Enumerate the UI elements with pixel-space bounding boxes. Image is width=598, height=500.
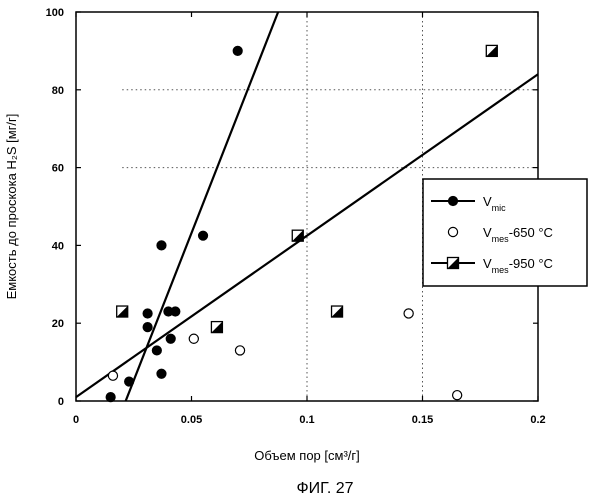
data-point-mes950 (292, 230, 303, 241)
x-tick-label: 0 (73, 414, 79, 426)
y-tick-label: 20 (52, 318, 64, 330)
data-point-mic (106, 393, 115, 402)
data-point-mes650 (453, 391, 462, 400)
x-tick-label: 0.2 (530, 414, 545, 426)
data-point-mes950 (211, 322, 222, 333)
data-point-mes950 (332, 306, 343, 317)
legend: VmicVmes-650 °CVmes-950 °C (423, 179, 587, 286)
legend-marker (448, 196, 457, 205)
data-point-mic (157, 369, 166, 378)
fit-line-mic (126, 12, 278, 401)
data-point-mes650 (235, 346, 244, 355)
y-tick-label: 100 (46, 7, 64, 19)
x-tick-label: 0.1 (299, 414, 314, 426)
y-tick-label: 80 (52, 85, 64, 97)
data-point-mic (171, 307, 180, 316)
data-point-mic (166, 334, 175, 343)
data-point-mes950 (486, 45, 497, 56)
legend-marker (448, 258, 459, 269)
y-tick-label: 60 (52, 163, 64, 175)
data-point-mic (143, 309, 152, 318)
data-point-mes650 (108, 371, 117, 380)
data-point-mic (143, 322, 152, 331)
data-point-mic (125, 377, 134, 386)
x-axis-label: Объем пор [см³/г] (254, 448, 360, 463)
x-tick-label: 0.15 (412, 414, 433, 426)
y-axis-label: Емкость до проскока H₂S [мг/г] (4, 114, 19, 300)
y-tick-label: 0 (58, 396, 64, 408)
data-point-mic (233, 46, 242, 55)
data-point-mes650 (189, 334, 198, 343)
x-tick-label: 0.05 (181, 414, 202, 426)
y-tick-label: 40 (52, 240, 64, 252)
data-point-mes950 (117, 306, 128, 317)
data-point-mic (157, 241, 166, 250)
data-point-mic (152, 346, 161, 355)
figure-caption: ФИГ. 27 (296, 480, 353, 497)
legend-marker (448, 227, 457, 236)
data-point-mic (198, 231, 207, 240)
data-point-mes650 (404, 309, 413, 318)
